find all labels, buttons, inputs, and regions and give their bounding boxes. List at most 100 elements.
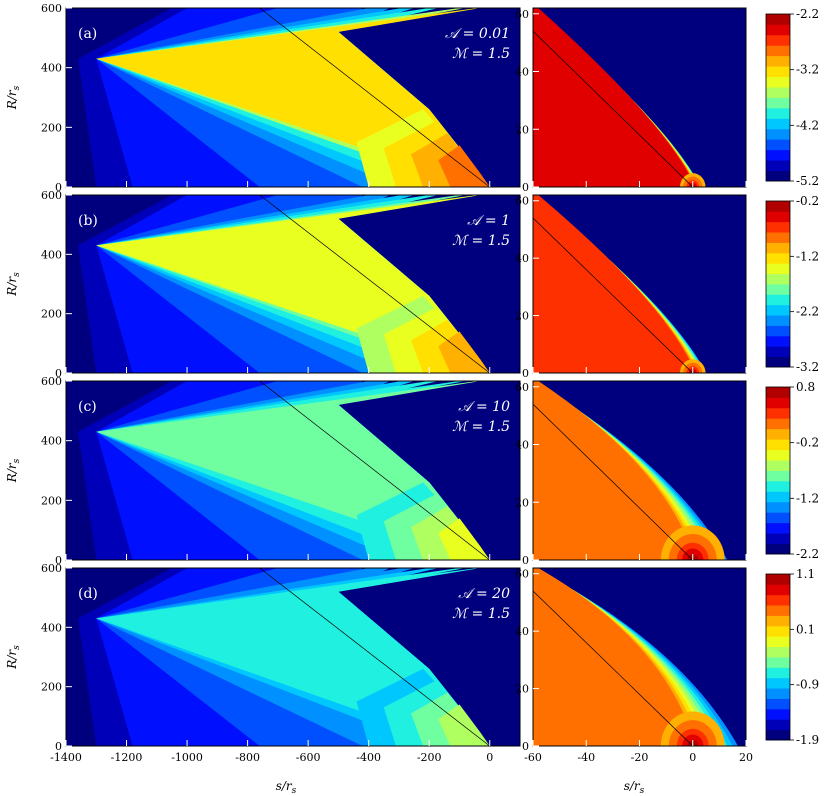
left-y-tick-label: 400 [41,435,62,448]
colorbar-swatch [766,594,790,606]
colorbar-swatch [766,76,790,88]
colorbar-swatch [766,211,790,223]
right-x-tick-label: 0 [689,751,696,764]
left-x-tick-label: -600 [296,751,321,764]
colorbar-swatch [766,677,790,689]
left-y-axis-title: R/rs [5,645,22,670]
left-mach-cone-line [259,568,490,746]
left-x-tick-label: -1000 [171,751,203,764]
colorbar-swatch [766,418,790,430]
right-x-tick-label: 20 [739,751,753,764]
colorbar-swatch [766,584,790,596]
right-contour-plot [533,381,746,560]
panel-row-c: 0 200 400 600 R/rs (c) 𝒜 = 10 ℳ = 1.5 0 20 40 60 0.8… [5,375,819,567]
panel-row-a: 0 200 400 600 R/rs (a) 𝒜 = 0.01 ℳ = 1.5 0 20 40 60 -… [5,2,819,194]
colorbar-swatch [766,263,790,275]
colorbar-swatch [766,128,790,140]
left-mach-cone-line [259,8,490,187]
colorbar-swatch [766,470,790,482]
colorbar-swatch [766,242,790,254]
left-plot-frame [65,380,521,561]
colorbar-swatch [766,284,790,295]
colorbar-swatch [766,625,790,637]
left-y-tick-label: 600 [41,189,62,202]
colorbar-tick-label: -0.2 [796,436,819,450]
colorbar-swatch [766,273,790,285]
colorbar-swatch [766,294,790,306]
colorbar-tick-label: -2.2 [796,305,819,319]
colorbar-swatch [766,66,790,78]
colorbar-tick-label: -4.2 [796,118,819,132]
right-y-tick-label: 20 [515,123,529,136]
colorbar-swatch [766,252,790,264]
colorbar-swatch [766,428,790,440]
right-y-tick-label: 60 [515,381,529,394]
left-y-tick-label: 200 [41,308,62,321]
right-y-tick-label: 20 [515,683,529,696]
colorbar-swatch [766,543,790,555]
colorbar-tick-label: -1.2 [796,249,819,263]
left-y-tick-label: 200 [41,494,62,507]
colorbar-tick-label: 0.8 [796,380,815,394]
colorbar-swatch [766,87,790,98]
right-y-tick-label: 40 [515,252,529,265]
colorbar-swatch [766,615,790,627]
colorbar-swatch [766,397,790,409]
left-contour-plot [66,381,520,560]
param-a-label: 𝒜 = 10 [458,399,510,415]
colorbar-swatch [766,480,790,492]
left-y-tick-label: 0 [55,740,62,753]
colorbar-swatch [766,688,790,699]
colorbar-swatch [766,522,790,534]
colorbar-frame [765,386,791,555]
colorbar-swatch [766,139,790,151]
right-contour-plot [533,8,746,187]
right-mach-cone-line [533,30,693,187]
left-x-tick-label: 0 [486,751,493,764]
panel-label: (c) [78,399,97,415]
colorbar-tick-label: -1.2 [796,491,819,505]
right-y-tick-label: 40 [515,439,529,452]
colorbar-swatch [766,439,790,451]
left-plot-frame [65,567,521,747]
colorbar: -0.2 -1.2 -2.2 -3.2 [765,194,819,374]
colorbar-swatch [766,45,790,57]
colorbar-swatch [766,657,790,668]
param-m-label: ℳ = 1.5 [452,606,510,622]
colorbar-swatch [766,605,790,616]
colorbar-swatch [766,34,790,46]
colorbar-tick-label: -2.2 [796,547,819,561]
left-x-axis-title: s/rs [276,779,297,796]
colorbar-tick-label: -0.2 [796,194,819,208]
colorbar-swatch [766,646,790,658]
colorbar-swatch [766,232,790,243]
param-m-label: ℳ = 1.5 [452,46,510,62]
right-x-tick-label: -40 [577,751,595,764]
colorbar-swatch [766,449,790,461]
colorbar-swatch [766,356,790,368]
left-contour-plot [66,195,520,373]
colorbar-tick-label: 1.1 [796,567,815,581]
colorbar-frame [765,573,791,741]
right-contour-band [533,568,696,746]
colorbar-swatch [766,501,790,513]
colorbar-swatch [766,729,790,741]
right-y-tick-label: 0 [522,367,529,380]
colorbar-tick-label: -3.2 [796,360,819,374]
colorbar-swatch [766,407,790,419]
colorbar-tick-label: -1.9 [796,733,819,747]
right-x-tick-label: -60 [524,751,542,764]
panel-row-b: 0 200 400 600 R/rs (b) 𝒜 = 1 ℳ = 1.5 0 20 40 60 -0.2… [5,189,819,380]
left-y-tick-label: 0 [55,554,62,567]
colorbar-swatch [766,636,790,648]
colorbar-swatch [766,97,790,109]
colorbar-swatch [766,304,790,316]
left-x-tick-label: -400 [356,751,381,764]
right-y-tick-label: 0 [522,181,529,194]
left-y-tick-label: 200 [41,121,62,134]
left-y-tick-label: 0 [55,181,62,194]
colorbar: 1.1 0.1 -0.9 -1.9 [765,567,819,747]
